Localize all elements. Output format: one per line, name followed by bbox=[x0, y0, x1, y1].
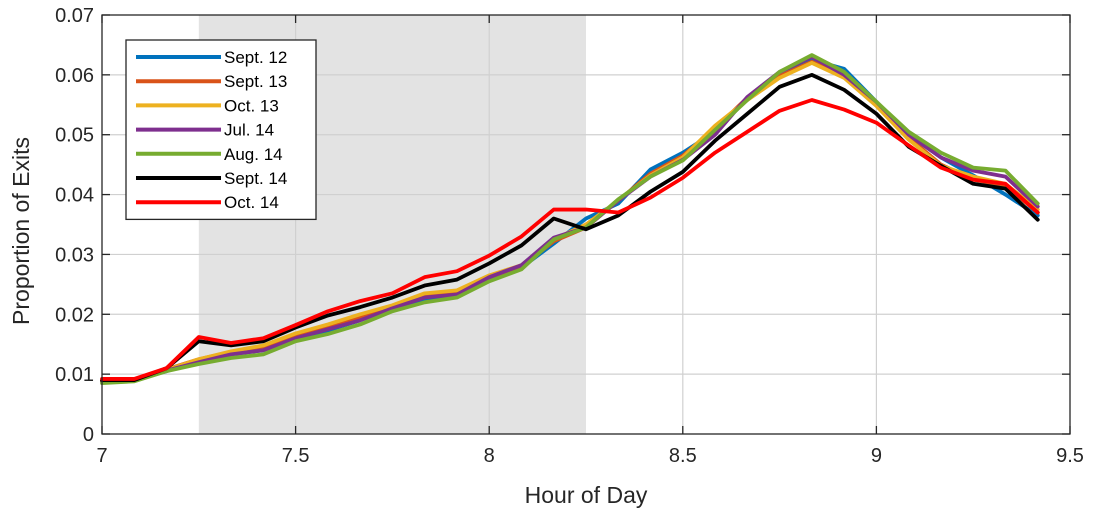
y-tick-label: 0.01 bbox=[55, 364, 94, 386]
legend-label: Sept. 13 bbox=[224, 72, 287, 91]
x-tick-label: 8 bbox=[484, 445, 495, 467]
legend-label: Jul. 14 bbox=[224, 121, 274, 140]
legend-label: Oct. 13 bbox=[224, 96, 279, 115]
y-tick-label: 0.04 bbox=[55, 185, 94, 207]
x-tick-label: 8.5 bbox=[669, 445, 697, 467]
legend-label: Aug. 14 bbox=[224, 145, 283, 164]
x-tick-label: 7.5 bbox=[282, 445, 310, 467]
legend-label: Oct. 14 bbox=[224, 193, 279, 212]
series-line bbox=[100, 53, 1040, 386]
legend-label: Sept. 14 bbox=[224, 169, 287, 188]
series-line bbox=[100, 72, 1040, 383]
x-tick-label: 9.5 bbox=[1056, 445, 1084, 467]
y-tick-label: 0.02 bbox=[55, 304, 94, 326]
series-lines-layer bbox=[100, 53, 1040, 386]
y-tick-label: 0.07 bbox=[55, 5, 94, 27]
y-tick-label: 0.06 bbox=[55, 65, 94, 87]
legend-label: Sept. 12 bbox=[224, 48, 287, 67]
y-tick-label: 0.03 bbox=[55, 244, 94, 266]
x-tick-label: 7 bbox=[96, 445, 107, 467]
x-tick-label: 9 bbox=[871, 445, 882, 467]
axes-layer bbox=[101, 14, 1071, 435]
tick-labels-layer: 7 7.5 8 8.5 9 9.5 0 0.01 0.02 0.03 0.04 0.05 0.06 0.0… bbox=[55, 5, 1084, 467]
series-line bbox=[100, 98, 1040, 381]
y-axis-title: Proportion of Exits bbox=[8, 137, 34, 325]
y-tick-label: 0.05 bbox=[55, 125, 94, 147]
x-axis-title: Hour of Day bbox=[525, 482, 648, 508]
y-tick-label: 0 bbox=[83, 424, 94, 446]
axes-box bbox=[101, 14, 1071, 435]
legend: Sept. 12 Sept. 13 Oct. 13 Jul. 14 Aug. 14 Sep… bbox=[125, 39, 317, 221]
plot-background-layer bbox=[102, 15, 1070, 434]
